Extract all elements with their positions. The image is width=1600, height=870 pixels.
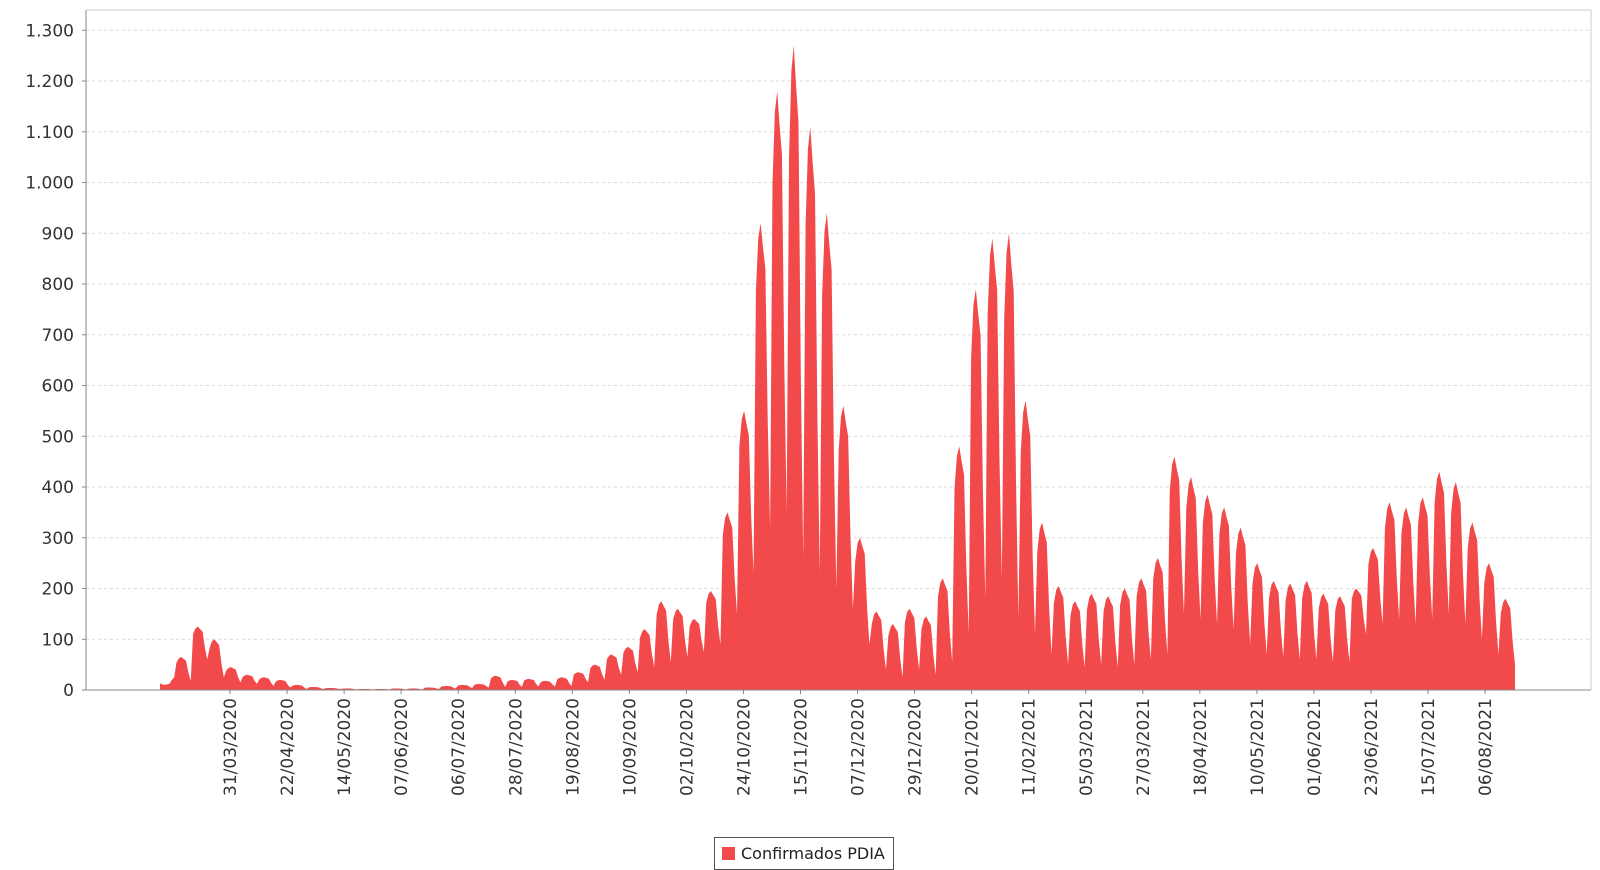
x-tick-label: 01/06/2021	[1305, 698, 1325, 796]
x-tick-label: 18/04/2021	[1191, 698, 1211, 796]
x-tick-label: 29/12/2020	[906, 698, 926, 796]
y-tick-label: 1.300	[25, 21, 74, 41]
x-tick-label: 10/09/2020	[620, 698, 640, 796]
x-tick-label: 10/05/2021	[1248, 698, 1268, 796]
y-tick-label: 700	[42, 326, 74, 346]
y-tick-label: 900	[42, 224, 74, 244]
x-tick-label: 27/03/2021	[1134, 698, 1154, 796]
y-tick-label: 800	[42, 275, 74, 295]
y-tick-label: 1.000	[25, 174, 74, 194]
y-tick-label: 1.100	[25, 123, 74, 143]
y-tick-label: 1.200	[25, 72, 74, 92]
axes	[85, 9, 1592, 691]
x-tick-label: 14/05/2020	[335, 698, 355, 796]
x-axis: 31/03/2020 22/04/2020 14/05/2020 07/06/2020…	[221, 690, 1496, 796]
y-tick-label: 300	[42, 529, 74, 549]
y-tick-label: 100	[42, 630, 74, 650]
legend: Confirmados PDIA	[714, 837, 894, 870]
x-tick-label: 24/10/2020	[734, 698, 754, 796]
y-tick-label: 400	[42, 478, 74, 498]
y-tick-label: 0	[63, 681, 74, 701]
x-tick-label: 19/08/2020	[563, 698, 583, 796]
y-tick-label: 200	[42, 580, 74, 600]
y-tick-label: 500	[42, 427, 74, 447]
x-tick-label: 15/11/2020	[792, 698, 812, 796]
x-tick-label: 28/07/2020	[506, 698, 526, 796]
x-tick-label: 31/03/2020	[221, 698, 241, 796]
x-tick-label: 11/02/2021	[1020, 698, 1040, 796]
x-tick-label: 23/06/2021	[1362, 698, 1382, 796]
area-path	[160, 45, 1515, 690]
x-tick-label: 07/06/2020	[392, 698, 412, 796]
x-tick-label: 02/10/2020	[677, 698, 697, 796]
area-series	[160, 45, 1515, 690]
x-tick-label: 22/04/2020	[278, 698, 298, 796]
x-tick-label: 07/12/2020	[849, 698, 869, 796]
y-tick-label: 600	[42, 377, 74, 397]
x-tick-label: 06/07/2020	[449, 698, 469, 796]
y-axis: 0 100 200 300 400 500 600 700 800 900 1.000 1.100 1.…	[25, 21, 86, 701]
x-tick-label: 20/01/2021	[963, 698, 983, 796]
legend-swatch	[722, 847, 735, 860]
x-tick-label: 15/07/2021	[1419, 698, 1439, 796]
x-tick-label: 06/08/2021	[1476, 698, 1496, 796]
x-tick-label: 05/03/2021	[1077, 698, 1097, 796]
legend-label: Confirmados PDIA	[741, 844, 885, 863]
